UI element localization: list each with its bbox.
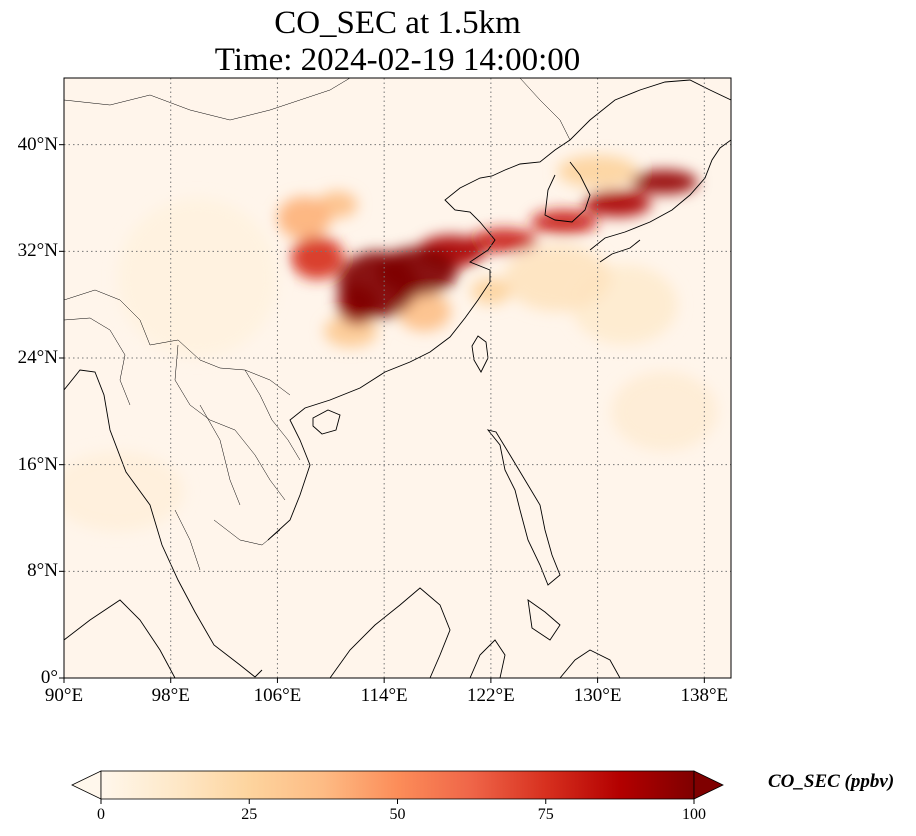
coastline-japan — [589, 139, 731, 263]
plume-blob — [610, 371, 718, 452]
coastline-korean-peninsula — [544, 161, 591, 223]
lon-tick-label: 138°E — [680, 685, 729, 706]
lat-tick-label: 8°N — [27, 560, 58, 582]
colorbar-tick-label: 0 — [97, 806, 105, 823]
lon-tick-label: 90°E — [44, 685, 84, 706]
colorbar-extend-min — [71, 770, 102, 800]
plume-blob — [584, 190, 651, 217]
coastline-sulawesi — [469, 639, 506, 678]
lat-tick-label: 32°N — [17, 240, 58, 262]
plume-blob — [64, 451, 185, 532]
coastline-new-guinea — [559, 649, 621, 678]
coastline-sumatra — [64, 599, 176, 678]
lat-tick-label: 16°N — [17, 453, 58, 475]
lon-tick-label: 114°E — [360, 685, 408, 706]
coastline-asia-mainland — [64, 79, 731, 678]
lat-tick-label: 0° — [40, 667, 58, 688]
lat-tick-label: 24°N — [17, 347, 58, 368]
co-concentration-field — [64, 155, 718, 532]
coastline-taiwan — [471, 335, 489, 373]
lon-tick-label: 122°E — [467, 685, 515, 706]
coastline-borneo — [329, 587, 451, 678]
plume-blob — [504, 244, 611, 312]
colorbar-tick-label: 50 — [389, 806, 406, 823]
map-title-variable: CO_SEC at 1.5km — [274, 5, 521, 41]
plume-blob — [277, 196, 331, 240]
coastline-hainan — [312, 409, 341, 435]
plume-blob — [557, 155, 638, 188]
colorbar-tick-label: 25 — [241, 806, 258, 823]
lon-tick-label: 130°E — [573, 685, 622, 706]
colorbar-gradient — [100, 770, 695, 800]
map-title-time: Time: 2024-02-19 14:00:00 — [214, 42, 581, 78]
axis-tick-marks — [59, 144, 705, 683]
plume-blob — [470, 278, 511, 305]
colorbar-label: CO_SEC (ppbv) — [768, 771, 895, 792]
country-borders — [64, 78, 571, 571]
coastline-philippines — [486, 429, 561, 641]
map-frame — [63, 77, 732, 679]
plume-blob — [117, 198, 278, 358]
colorbar-tick-label: 75 — [537, 806, 554, 823]
lat-tick-label: 40°N — [17, 133, 58, 155]
plume-blob — [290, 236, 345, 280]
lon-tick-label: 106°E — [253, 685, 302, 706]
coastlines — [64, 79, 731, 678]
lon-tick-label: 98°E — [151, 685, 190, 706]
plume-blob — [377, 247, 458, 296]
colorbar-extend-max — [693, 770, 724, 800]
plume-blob — [630, 170, 698, 194]
plume-blob — [470, 228, 538, 253]
colorbar-tick-label: 100 — [682, 806, 706, 823]
